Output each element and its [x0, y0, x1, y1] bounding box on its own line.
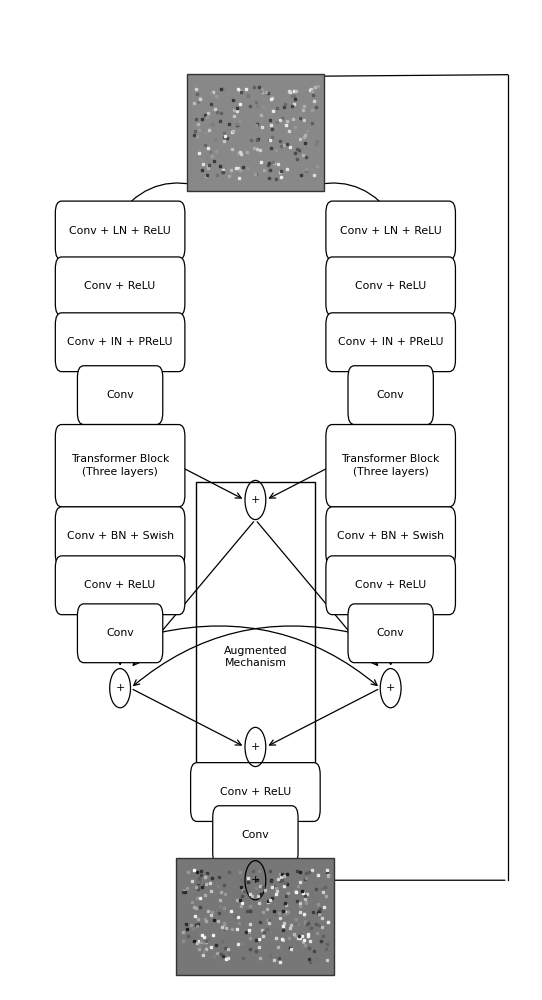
Text: Conv: Conv [242, 830, 269, 840]
FancyBboxPatch shape [212, 806, 298, 865]
FancyBboxPatch shape [326, 201, 455, 260]
Text: Conv + BN + Swish: Conv + BN + Swish [337, 531, 444, 541]
Text: Conv + ReLU: Conv + ReLU [355, 580, 427, 590]
Text: Transformer Block
(Three layers): Transformer Block (Three layers) [71, 454, 169, 477]
Text: Conv: Conv [377, 390, 404, 400]
Text: +: + [386, 683, 395, 693]
FancyBboxPatch shape [78, 366, 163, 425]
Text: Conv + BN + Swish: Conv + BN + Swish [67, 531, 173, 541]
FancyBboxPatch shape [191, 763, 320, 821]
Text: Conv: Conv [106, 390, 134, 400]
Text: +: + [251, 742, 260, 752]
FancyBboxPatch shape [55, 556, 185, 615]
Text: Conv + ReLU: Conv + ReLU [85, 281, 156, 291]
FancyBboxPatch shape [326, 425, 455, 507]
Text: Conv + ReLU: Conv + ReLU [355, 281, 427, 291]
Text: Conv + ReLU: Conv + ReLU [85, 580, 156, 590]
FancyBboxPatch shape [348, 366, 434, 425]
Text: Conv + IN + PReLU: Conv + IN + PReLU [338, 337, 443, 347]
FancyBboxPatch shape [326, 257, 455, 316]
FancyBboxPatch shape [55, 257, 185, 316]
FancyBboxPatch shape [55, 507, 185, 566]
FancyBboxPatch shape [55, 425, 185, 507]
Text: Conv + LN + ReLU: Conv + LN + ReLU [69, 226, 171, 235]
Text: +: + [251, 875, 260, 885]
Text: Conv + IN + PReLU: Conv + IN + PReLU [67, 337, 173, 347]
FancyBboxPatch shape [78, 604, 163, 663]
Text: Transformer Block
(Three layers): Transformer Block (Three layers) [341, 454, 440, 477]
Text: Augmented
Mechanism: Augmented Mechanism [224, 646, 287, 668]
Text: Conv + LN + ReLU: Conv + LN + ReLU [340, 226, 442, 235]
FancyBboxPatch shape [55, 313, 185, 372]
Text: Conv + ReLU: Conv + ReLU [220, 787, 291, 797]
Text: +: + [251, 495, 260, 505]
FancyBboxPatch shape [55, 201, 185, 260]
Text: Conv: Conv [106, 628, 134, 638]
FancyBboxPatch shape [326, 556, 455, 615]
FancyBboxPatch shape [326, 313, 455, 372]
FancyBboxPatch shape [176, 858, 334, 975]
Text: Conv: Conv [377, 628, 404, 638]
FancyBboxPatch shape [326, 507, 455, 566]
FancyBboxPatch shape [186, 74, 324, 191]
Bar [196, 482, 315, 765]
FancyBboxPatch shape [348, 604, 434, 663]
Text: +: + [115, 683, 125, 693]
